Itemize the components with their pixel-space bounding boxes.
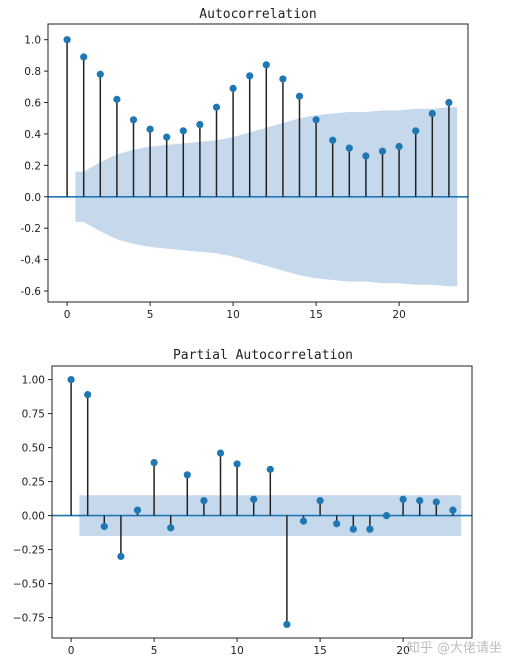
acf-ytick-label: -0.6	[21, 286, 42, 298]
pacf-y-axis: 1.00 0.75 0.50 0.25 0.00 −0.25 −0.50 −0.75	[13, 375, 52, 625]
acf-plot-frame	[47, 23, 469, 303]
pacf-stems	[67, 376, 457, 629]
pacf-marker	[349, 525, 357, 533]
acf-marker	[362, 152, 370, 160]
pacf-xtick-label: 20	[396, 645, 409, 657]
acf-marker	[246, 72, 254, 80]
acf-ytick-label: 1.0	[24, 35, 41, 47]
pacf-marker	[250, 495, 258, 503]
acf-stems	[63, 36, 453, 197]
acf-marker	[113, 95, 121, 103]
pacf-marker	[216, 449, 225, 457]
pacf-marker	[233, 460, 241, 468]
acf-ytick-label: -0.4	[21, 255, 42, 267]
pacf-marker	[183, 471, 191, 479]
pacf-marker	[366, 525, 374, 533]
pacf-marker	[117, 552, 125, 561]
pacf-marker	[333, 520, 341, 528]
pacf-xtick-label: 5	[151, 645, 158, 657]
acf-chart: Autocorrelation 1.0 0.8 0.6 0.4 0.2 0.0 -0.2 -0…	[21, 7, 469, 321]
acf-marker	[163, 133, 171, 141]
acf-marker	[129, 116, 138, 124]
acf-xtick-label: 5	[147, 309, 154, 321]
acf-ytick-label: 0.4	[24, 129, 41, 141]
acf-marker	[312, 116, 320, 124]
pacf-marker	[67, 376, 75, 384]
pacf-marker	[133, 506, 142, 514]
pacf-marker	[266, 465, 274, 473]
pacf-ytick-label: −0.75	[13, 613, 45, 625]
pacf-marker	[449, 506, 457, 514]
acf-x-axis: 0 5 10 15 20	[64, 302, 406, 321]
acf-marker	[212, 103, 221, 111]
acf-marker	[378, 147, 387, 155]
acf-ytick-label: 0.2	[24, 160, 41, 172]
pacf-xtick-label: 15	[313, 645, 326, 657]
acf-marker	[428, 109, 436, 118]
watermark-text: 知乎 @大佬请坐	[407, 640, 502, 656]
acf-xtick-label: 0	[64, 309, 71, 321]
pacf-ytick-label: 1.00	[22, 375, 45, 387]
acf-ytick-label: -0.2	[21, 223, 42, 235]
pacf-chart: Partial Autocorrelation 1.00 0.75 0.50 0.25…	[13, 348, 473, 657]
pacf-marker	[316, 497, 324, 505]
pacf-marker	[100, 522, 108, 531]
acf-marker	[295, 92, 304, 100]
acf-marker	[146, 125, 154, 133]
pacf-ytick-label: 0.00	[22, 511, 45, 523]
acf-ytick-label: 0.0	[24, 192, 41, 204]
pacf-xtick-label: 10	[230, 645, 243, 657]
acf-marker	[80, 53, 88, 61]
pacf-marker	[167, 524, 175, 532]
acf-marker	[179, 127, 187, 135]
pacf-ytick-label: −0.50	[13, 579, 45, 591]
acf-marker	[279, 75, 287, 83]
acf-xtick-label: 20	[392, 309, 405, 321]
pacf-plot-frame	[51, 365, 473, 639]
acf-marker	[395, 142, 403, 151]
pacf-marker	[399, 495, 407, 503]
acf-marker	[196, 120, 204, 129]
pacf-marker	[84, 390, 92, 399]
pacf-x-axis: 0 5 10 15 20	[68, 638, 410, 657]
acf-xtick-label: 10	[226, 309, 239, 321]
acf-title: Autocorrelation	[199, 7, 316, 22]
acf-ytick-label: 0.6	[24, 98, 41, 110]
acf-marker	[445, 98, 453, 107]
pacf-xtick-label: 0	[68, 645, 75, 657]
acf-marker	[345, 144, 353, 152]
pacf-marker	[283, 620, 291, 629]
pacf-ytick-label: 0.25	[22, 477, 45, 489]
pacf-ytick-label: 0.50	[22, 443, 45, 455]
acf-marker	[329, 136, 337, 144]
acf-marker	[96, 70, 104, 78]
acf-marker	[229, 84, 237, 92]
pacf-marker	[150, 458, 158, 467]
acf-marker	[63, 36, 71, 44]
pacf-title: Partial Autocorrelation	[173, 348, 353, 363]
acf-y-axis: 1.0 0.8 0.6 0.4 0.2 0.0 -0.2 -0.4 -0.6	[21, 35, 48, 298]
pacf-ytick-label: −0.25	[13, 545, 45, 557]
pacf-marker	[382, 511, 391, 520]
acf-ytick-label: 0.8	[24, 66, 41, 78]
pacf-marker	[299, 517, 308, 525]
pacf-marker	[432, 498, 440, 506]
acf-marker	[412, 127, 420, 135]
acf-marker	[262, 61, 270, 69]
pacf-marker	[200, 497, 208, 505]
acf-xtick-label: 15	[309, 309, 322, 321]
pacf-marker	[416, 497, 424, 505]
pacf-ytick-label: 0.75	[22, 409, 45, 421]
